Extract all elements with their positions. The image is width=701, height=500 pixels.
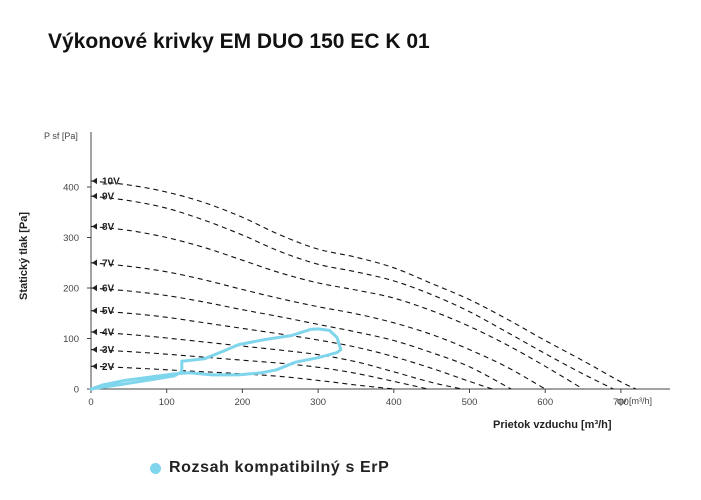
curve-label-6v: 6V <box>102 284 115 295</box>
y-axis-top-label: P sf [Pa] <box>44 131 78 141</box>
x-tick-label: 300 <box>310 397 326 408</box>
curve-6v <box>90 287 512 390</box>
y-tick-label: 400 <box>63 183 79 194</box>
arrow-icon <box>92 192 97 200</box>
curve-5v <box>90 310 493 390</box>
curve-7v <box>90 262 546 390</box>
arrow-icon <box>92 284 97 292</box>
x-tick-label: 0 <box>88 397 93 408</box>
x-tick-label: 200 <box>234 397 250 408</box>
curve-label-7v: 7V <box>102 258 115 269</box>
arrow-icon <box>92 346 97 353</box>
x-tick-label: 700 <box>613 397 629 408</box>
y-tick-label: 100 <box>63 334 79 345</box>
curve-label-9v: 9V <box>102 192 115 203</box>
x-tick-label: 600 <box>537 397 553 408</box>
arrow-icon <box>92 259 97 266</box>
curve-10v <box>90 180 637 390</box>
curve-2v <box>90 365 394 390</box>
tick-labels: 0 100 200 300 400 500 600 700 0 100 200 300 400 <box>63 183 629 409</box>
x-tick-label: 100 <box>159 397 175 408</box>
arrow-icon <box>92 363 97 370</box>
erp-range-layer <box>89 327 343 391</box>
legend-erp-dot <box>150 462 161 474</box>
voltage-curves <box>90 180 637 390</box>
y-axis-label: Statický tlak [Pa] <box>18 212 30 300</box>
curve-label-5v: 5V <box>102 306 115 317</box>
arrow-icon <box>92 177 97 185</box>
curve-9v <box>90 195 614 390</box>
arrow-icon <box>92 223 97 230</box>
x-tick-label: 400 <box>386 397 402 408</box>
curve-label-2v: 2V <box>102 362 115 373</box>
y-tick-label: 300 <box>63 233 79 244</box>
curve-3v <box>90 349 429 390</box>
curve-label-8v: 8V <box>102 222 115 233</box>
legend: Rozsah kompatibilný s ErP <box>150 459 389 477</box>
curve-label-4v: 4V <box>102 327 115 338</box>
voltage-labels: 10V 9V 8V 7V 6V 5V 4V 3V 2V <box>92 176 120 373</box>
chart-title: Výkonové krivky EM DUO 150 EC K 01 <box>48 30 430 53</box>
x-axis-label: Prietok vzduchu [m³/h] <box>493 419 612 431</box>
curve-8v <box>90 225 584 390</box>
legend-erp-label: Rozsah kompatibilný s ErP <box>169 459 390 476</box>
curve-4v <box>90 331 463 390</box>
arrow-icon <box>92 307 97 314</box>
x-tick-label: 500 <box>462 397 478 408</box>
curve-label-10v: 10V <box>102 176 120 187</box>
erp-range-outline <box>89 327 343 391</box>
y-tick-label: 200 <box>63 284 79 295</box>
y-tick-label: 0 <box>74 385 79 396</box>
arrow-icon <box>92 328 97 336</box>
axes: P sf [Pa] qv [m³/h] Statický tlak [Pa] P… <box>18 131 670 431</box>
x-axis-end-label: qv [m³/h] <box>617 396 652 406</box>
curve-label-3v: 3V <box>102 345 115 356</box>
